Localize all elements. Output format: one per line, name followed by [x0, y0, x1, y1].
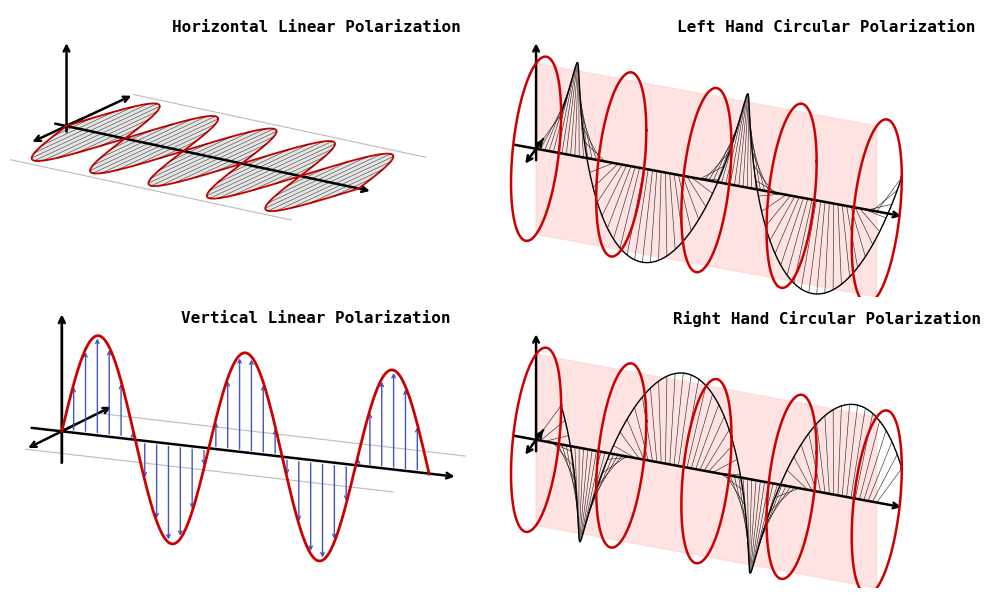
- Text: Horizontal Linear Polarization: Horizontal Linear Polarization: [171, 20, 461, 36]
- Text: Right Hand Circular Polarization: Right Hand Circular Polarization: [672, 311, 981, 327]
- Polygon shape: [32, 103, 394, 211]
- Polygon shape: [536, 63, 877, 297]
- Text: Vertical Linear Polarization: Vertical Linear Polarization: [181, 311, 451, 327]
- Text: Left Hand Circular Polarization: Left Hand Circular Polarization: [677, 20, 976, 36]
- Polygon shape: [536, 354, 877, 588]
